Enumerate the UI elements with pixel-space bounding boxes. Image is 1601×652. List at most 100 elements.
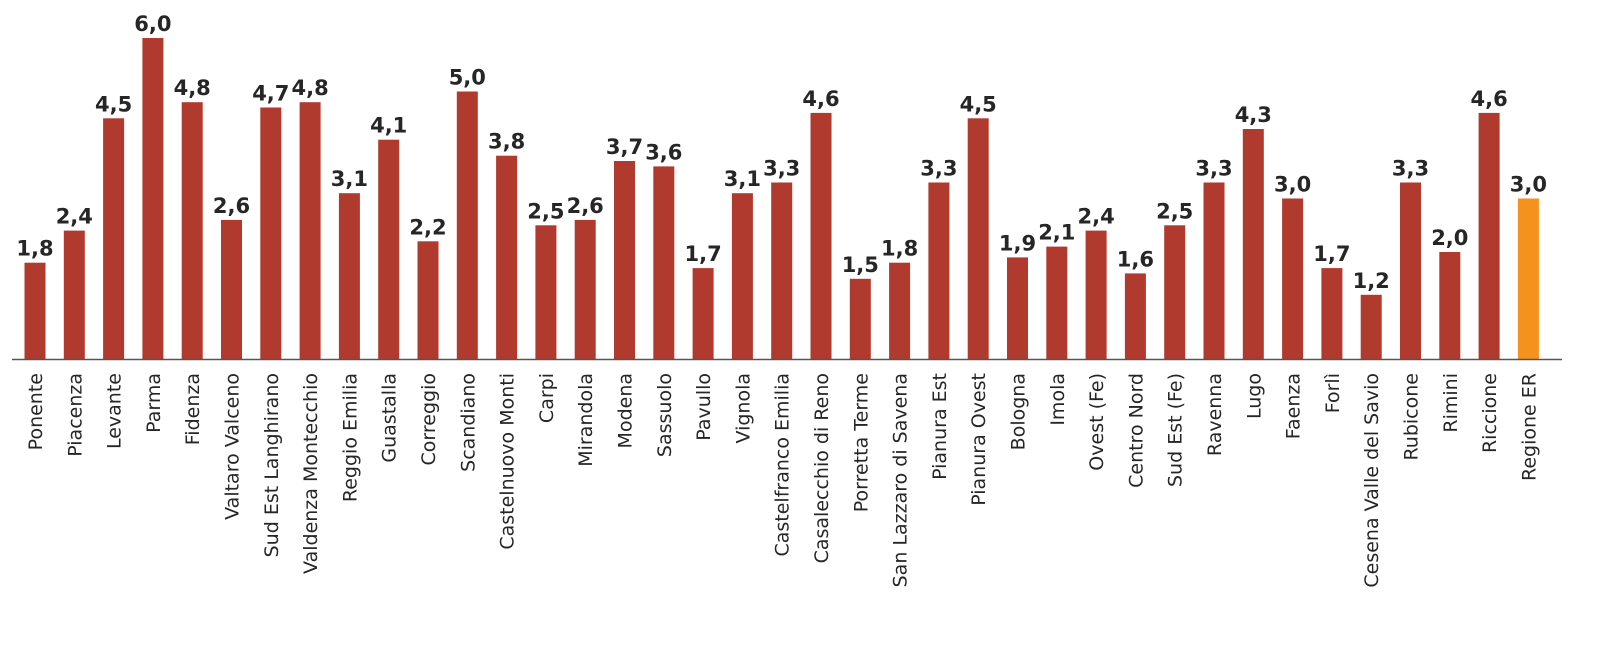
tick-label: Centro Nord: [1125, 373, 1147, 488]
tick-label: Valtaro Valceno: [222, 373, 244, 520]
data-label: 5,0: [449, 66, 486, 90]
data-label: 1,9: [999, 231, 1036, 255]
bar: [1007, 257, 1028, 359]
tick-label: Casalecchio di Reno: [811, 373, 833, 563]
tick-label: Ravenna: [1204, 373, 1226, 456]
bar: [771, 182, 793, 359]
tick-label: Sud Est Langhirano: [261, 373, 283, 557]
data-label: 1,2: [1353, 269, 1390, 293]
data-label: 1,7: [684, 242, 721, 266]
data-label: 3,0: [1274, 173, 1311, 197]
bar: [142, 38, 164, 359]
bar: [928, 182, 950, 359]
bar: [1439, 252, 1461, 359]
data-label: 4,5: [960, 92, 997, 116]
bar: [103, 118, 125, 360]
tick-label: Fidenza: [182, 373, 204, 445]
data-label: 4,7: [252, 82, 289, 106]
tick-label: Cesena Valle del Savio: [1361, 373, 1383, 588]
data-label: 2,5: [1156, 199, 1193, 223]
tick-label: Imola: [1047, 373, 1069, 426]
tick-label: Forlì: [1322, 373, 1344, 413]
bar: [378, 139, 400, 359]
bar: [1085, 230, 1107, 359]
tick-label: Castelfranco Emilia: [772, 373, 794, 557]
data-label: 4,1: [370, 114, 407, 138]
bar: [535, 225, 557, 360]
bar: [1124, 273, 1146, 359]
tick-label: Pavullo: [693, 373, 715, 441]
bar: [731, 193, 753, 359]
tick-label: Riccione: [1479, 373, 1501, 453]
tick-label: Carpi: [536, 373, 558, 423]
tick-label: Rimini: [1440, 373, 1462, 433]
tick-label: Regione ER: [1518, 373, 1540, 481]
data-label: 2,6: [567, 194, 604, 218]
data-label: 1,6: [1117, 247, 1154, 271]
data-label: 4,6: [802, 87, 839, 111]
data-label: 1,5: [842, 253, 879, 277]
tick-label: Guastalla: [379, 373, 401, 463]
bar: [967, 118, 989, 360]
data-label: 3,3: [1392, 157, 1429, 181]
tick-label: Porretta Terme: [850, 373, 872, 512]
category-labels: Ponente Piacenza Levante Parma Fidenza Valtar…: [25, 373, 1540, 588]
value-labels: 1,82,44,56,04,82,64,7 4,83,14,12,25,03,82…: [16, 12, 1547, 293]
bar: [417, 241, 439, 359]
tick-label: Mirandola: [575, 373, 597, 467]
data-label: 3,6: [645, 140, 682, 164]
tick-label: Sassuolo: [654, 373, 676, 457]
data-label: 3,1: [331, 167, 368, 191]
bar: [849, 278, 871, 360]
tick-label: Lugo: [1243, 373, 1265, 419]
bar: [653, 166, 675, 359]
bar: [299, 102, 321, 359]
data-label: 3,3: [1195, 157, 1232, 181]
data-label: 4,8: [174, 76, 211, 100]
data-label: 4,6: [1470, 87, 1507, 111]
bar: [1282, 198, 1304, 359]
bar: [1478, 112, 1500, 360]
tick-label: Levante: [104, 373, 126, 449]
data-label: 1,7: [1313, 242, 1350, 266]
bar: [574, 219, 596, 359]
tick-label: Faenza: [1283, 373, 1305, 439]
bar: [889, 262, 911, 359]
data-label: 1,8: [16, 237, 53, 261]
data-label: 6,0: [134, 12, 171, 36]
data-label: 4,5: [95, 92, 132, 116]
tick-label: Pianura Ovest: [968, 373, 990, 506]
tick-label: Rubicone: [1401, 373, 1423, 461]
tick-label: Reggio Emilia: [339, 373, 361, 502]
data-label: 2,5: [527, 199, 564, 223]
bar: [1164, 225, 1186, 360]
data-label: 3,3: [920, 157, 957, 181]
tick-label: Piacenza: [64, 373, 86, 457]
data-label: 1,8: [881, 237, 918, 261]
tick-label: Ponente: [25, 373, 47, 450]
bar: [24, 262, 46, 359]
bars: [24, 38, 1539, 360]
tick-label: Castelnuovo Monti: [497, 373, 519, 550]
tick-label: Valdenza Montecchio: [300, 373, 322, 574]
tick-label: Sud Est (Fe): [1165, 373, 1187, 487]
tick-label: Vignola: [732, 373, 754, 444]
tick-label: Ovest (Fe): [1086, 373, 1108, 471]
data-label: 2,6: [213, 194, 250, 218]
bar: [1517, 198, 1539, 359]
data-label: 4,8: [291, 76, 328, 100]
bar: [1360, 294, 1382, 359]
data-label: 2,1: [1038, 221, 1075, 245]
bar: [181, 102, 203, 359]
tick-label: San Lazzaro di Savena: [890, 373, 912, 587]
bar: [614, 161, 635, 359]
bar: [1242, 129, 1264, 359]
data-label: 3,0: [1510, 173, 1547, 197]
bar: [63, 230, 85, 359]
data-label: 2,2: [409, 215, 446, 239]
data-label: 3,1: [724, 167, 761, 191]
bar: [221, 219, 242, 359]
tick-label: Bologna: [1008, 373, 1030, 450]
